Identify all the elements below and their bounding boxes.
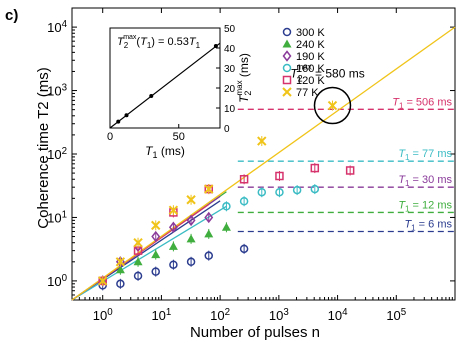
legend-label: 160 K — [296, 63, 325, 75]
data-point — [151, 250, 161, 259]
data-point — [169, 260, 178, 269]
legend-label: 120 K — [296, 75, 325, 87]
data-point — [239, 244, 249, 254]
data-point — [275, 187, 284, 197]
inset-x-tick-label: 0 — [107, 131, 113, 143]
y-tick-label: 103 — [47, 83, 67, 99]
data-point — [221, 222, 231, 231]
x-tick-label: 104 — [328, 307, 348, 323]
x-tick-label: 102 — [210, 307, 230, 323]
data-point — [310, 184, 320, 194]
data-point — [186, 257, 196, 267]
y-tick-label: 101 — [47, 209, 67, 225]
annotation-circle — [313, 86, 352, 125]
x-tick-label: 105 — [386, 307, 406, 323]
y-tick-label: 102 — [47, 146, 67, 162]
inset-data-point — [213, 44, 218, 48]
inset-y-label: T2max (ms) — [235, 53, 253, 103]
inset-title: T2max(T1) = 0.53T1 — [117, 34, 201, 50]
annotation-label: T2max = 580 ms — [290, 63, 365, 84]
data-point — [257, 187, 267, 197]
t1-label: T1 = 506 ms — [392, 96, 452, 110]
fit-line — [71, 205, 227, 301]
data-point — [327, 100, 338, 111]
x-tick-label: 103 — [269, 307, 289, 323]
data-point — [151, 267, 160, 276]
x-axis-label: Number of pulses n — [190, 324, 320, 341]
data-point — [310, 163, 320, 173]
inset-data-point — [116, 119, 121, 124]
legend-label: 190 K — [296, 51, 325, 63]
inset-y-tick-label: 30 — [224, 64, 236, 75]
data-point — [115, 265, 125, 274]
inset-y-tick-label: 40 — [224, 44, 236, 55]
data-point — [239, 197, 249, 206]
inset-x-label: T1 (ms) — [145, 144, 185, 160]
data-point — [151, 230, 161, 243]
inset-frame — [109, 27, 221, 129]
data-point — [186, 234, 196, 243]
legend-label: 300 K — [296, 27, 325, 39]
data-point — [186, 195, 196, 205]
data-point — [151, 220, 161, 231]
inset-plot: 0 50 0 10 20 30 40 50 T2max(T1) = 0.53T1 T1 (ms) T… — [107, 24, 253, 160]
data-point — [204, 251, 214, 260]
y-tick-label: 100 — [47, 273, 67, 289]
legend-label: 77 K — [296, 87, 319, 99]
data-point — [345, 166, 355, 175]
legend-marker — [282, 27, 292, 37]
legend-marker — [282, 39, 292, 48]
inset-y-tick-label: 50 — [224, 24, 236, 35]
x-tick-label: 101 — [151, 307, 171, 323]
t1-label: T1 = 12 ms — [398, 199, 452, 213]
data-point — [186, 214, 196, 227]
legend-marker — [282, 87, 292, 97]
data-point — [275, 171, 284, 181]
data-point — [239, 174, 249, 184]
inset-x-tick-label: 50 — [173, 131, 185, 143]
inset-y-tick-label: 10 — [224, 104, 236, 115]
inset-y-tick-label: 20 — [224, 84, 236, 95]
data-point — [168, 221, 178, 233]
y-axis-label: Coherence time T2 (ms) — [35, 67, 52, 228]
t1-label: T1 = 6 ms — [404, 219, 452, 233]
data-point — [168, 205, 179, 215]
legend-marker — [282, 63, 292, 73]
legend-label: 240 K — [296, 39, 325, 51]
data-point — [204, 229, 214, 238]
legend-marker — [282, 75, 292, 85]
data-point — [133, 237, 143, 248]
panel-label: c) — [5, 7, 18, 24]
data-point — [115, 257, 126, 267]
data-point — [292, 185, 302, 195]
y-tick-label: 104 — [47, 19, 67, 35]
data-point — [133, 257, 143, 266]
data-point — [204, 184, 214, 194]
data-point — [204, 211, 214, 224]
data-point — [97, 276, 108, 286]
inset-data-point — [149, 94, 154, 98]
t1-label: T1 = 30 ms — [398, 174, 452, 188]
inset-y-tick-label: 0 — [224, 124, 230, 135]
legend-marker — [282, 50, 292, 62]
data-point — [222, 202, 231, 211]
data-point — [168, 241, 178, 250]
data-point — [116, 279, 125, 289]
data-point — [133, 271, 143, 281]
inset-fit-line — [109, 42, 221, 129]
x-tick-label: 100 — [93, 307, 113, 323]
inset-data-point — [124, 113, 129, 118]
data-point — [257, 136, 267, 146]
t1-label: T1 = 77 ms — [398, 148, 452, 162]
